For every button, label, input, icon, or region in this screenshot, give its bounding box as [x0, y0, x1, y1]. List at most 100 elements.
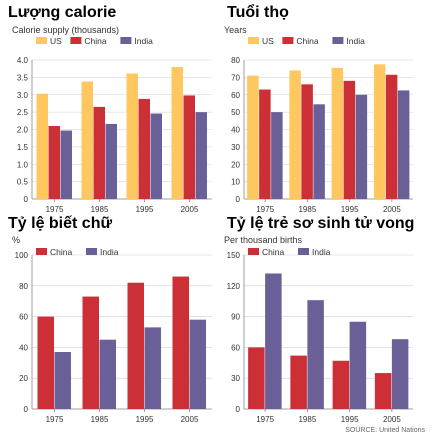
x-tick-label: 2005 — [383, 205, 401, 214]
bar-china-1995 — [127, 282, 144, 409]
y-tick-label: 40 — [19, 343, 28, 352]
bar-china-1985 — [301, 84, 313, 199]
legend-swatch-india — [332, 37, 344, 44]
y-tick-label: 3.5 — [17, 73, 29, 82]
y-axis-label: Years — [224, 25, 247, 35]
x-tick-label: 2005 — [383, 415, 401, 424]
legend-label-china: China — [262, 247, 284, 257]
x-tick-label: 1975 — [256, 415, 274, 424]
bar-india-1985 — [105, 123, 117, 199]
legend-swatch-china — [70, 37, 82, 44]
y-tick-label: 60 — [231, 91, 240, 100]
y-tick-label: 0 — [236, 195, 241, 204]
bar-india-1975 — [54, 352, 71, 409]
legend-swatch-india — [298, 248, 309, 255]
y-tick-label: 50 — [231, 108, 240, 117]
bar-china-1975 — [37, 316, 54, 409]
chart-panel-1: Lượng calorie Calorie supply (thousands) 0… — [8, 4, 212, 214]
bar-china-1985 — [290, 355, 307, 409]
bar-india-1975 — [265, 273, 282, 409]
bar-india-1975 — [60, 130, 72, 199]
bar-india-1985 — [313, 104, 325, 199]
x-tick-label: 1985 — [298, 205, 316, 214]
bar-china-1995 — [332, 360, 350, 409]
legend-label-china: China — [296, 36, 318, 46]
bar-india-1975 — [271, 112, 283, 199]
bar-india-1985 — [307, 300, 324, 409]
x-tick-label: 2005 — [181, 205, 199, 214]
x-tick-label: 2005 — [181, 415, 199, 424]
chart-title: Tuổi thọ — [227, 3, 289, 21]
y-tick-label: 40 — [231, 126, 240, 135]
bar-us-1975 — [247, 75, 259, 199]
y-axis-label: Calorie supply (thousands) — [12, 25, 119, 35]
bar-india-1985 — [99, 339, 116, 409]
x-tick-label: 1995 — [341, 205, 359, 214]
bar-china-1975 — [259, 89, 271, 199]
y-tick-label: 2.5 — [17, 108, 29, 117]
chart-title: Lượng calorie — [8, 4, 116, 21]
bar-us-2005 — [171, 66, 183, 199]
bar-china-1985 — [93, 106, 105, 199]
bar-china-2005 — [385, 74, 398, 199]
bar-china-2005 — [374, 373, 392, 409]
y-tick-label: 30 — [231, 374, 240, 383]
y-tick-label: 60 — [231, 343, 240, 352]
legend-label-china: China — [50, 247, 72, 257]
x-tick-label: 1975 — [46, 205, 64, 214]
bar-india-1995 — [355, 94, 368, 199]
bar-india-2005 — [391, 339, 409, 409]
chart-panel-2: Tuổi thọ Years 0 10 20 30 40 50 60 70 80 1975 1985 19… — [224, 3, 413, 214]
legend-label-india: India — [134, 36, 153, 46]
y-tick-label: 20 — [19, 374, 28, 383]
bar-us-1995 — [331, 67, 344, 199]
legend-swatch-us — [36, 37, 47, 44]
y-tick-label: 150 — [227, 251, 241, 260]
bar-india-2005 — [189, 319, 206, 409]
legend-swatch-china — [36, 248, 47, 255]
bar-china-2005 — [183, 95, 195, 199]
y-tick-label: 120 — [227, 282, 241, 291]
y-axis-label: Per thousand births — [224, 235, 303, 245]
bar-us-1975 — [36, 93, 48, 199]
x-tick-label: 1985 — [298, 415, 316, 424]
y-tick-label: 1.5 — [17, 143, 29, 152]
y-tick-label: 0.5 — [17, 178, 29, 187]
x-tick-label: 1995 — [136, 205, 154, 214]
bar-india-1995 — [349, 321, 367, 409]
x-tick-label: 1975 — [256, 205, 274, 214]
bar-china-1985 — [82, 296, 99, 409]
legend-label-china: China — [84, 36, 106, 46]
y-tick-label: 100 — [15, 251, 29, 260]
bar-us-1985 — [289, 70, 301, 199]
y-tick-label: 3.0 — [17, 91, 29, 100]
y-axis-label: % — [12, 235, 20, 245]
legend-swatch-us — [248, 37, 259, 44]
y-tick-label: 0 — [24, 195, 29, 204]
x-tick-label: 1995 — [136, 415, 154, 424]
y-tick-label: 60 — [19, 313, 28, 322]
x-tick-label: 1985 — [91, 415, 109, 424]
bar-china-1995 — [138, 98, 150, 199]
y-tick-label: 20 — [231, 160, 240, 169]
bar-china-2005 — [172, 276, 189, 409]
legend-label-india: India — [100, 247, 119, 257]
y-tick-label: 10 — [231, 178, 240, 187]
legend-label-us: US — [262, 36, 274, 46]
x-tick-label: 1975 — [46, 415, 64, 424]
chart-panel-4: Tỷ lệ trẻ sơ sinh tử vong Per thousand bi… — [224, 215, 414, 424]
bar-us-1985 — [81, 81, 93, 199]
bar-india-1995 — [150, 113, 162, 199]
chart-title: Tỷ lệ trẻ sơ sinh tử vong — [227, 215, 414, 232]
y-tick-label: 90 — [231, 313, 240, 322]
bar-china-1975 — [48, 126, 60, 199]
bar-china-1975 — [248, 347, 265, 409]
x-tick-label: 1985 — [91, 205, 109, 214]
legend-label-india: India — [346, 36, 365, 46]
legend-swatch-india — [86, 248, 97, 255]
chart-title: Tỷ lệ biết chữ — [8, 215, 112, 232]
y-tick-label: 4.0 — [17, 56, 29, 65]
y-tick-label: 0 — [24, 405, 29, 414]
x-tick-label: 1995 — [341, 415, 359, 424]
